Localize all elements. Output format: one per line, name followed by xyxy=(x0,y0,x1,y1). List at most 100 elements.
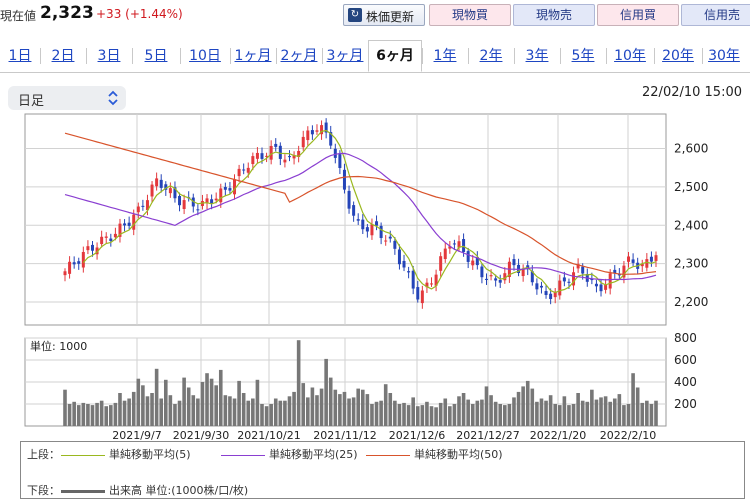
legend-volume-line xyxy=(61,489,105,493)
candle-body xyxy=(654,255,658,261)
period-tab-15[interactable]: 30年 xyxy=(708,48,740,64)
period-tab-11[interactable]: 3年 xyxy=(525,48,549,64)
period-tab-8[interactable]: 6ヶ月 xyxy=(368,40,422,72)
margin-buy-button[interactable]: 信用買 xyxy=(597,4,679,26)
period-tab-13[interactable]: 10年 xyxy=(614,48,646,64)
candle-body xyxy=(599,284,603,292)
candle-body xyxy=(617,274,621,276)
candle-body xyxy=(283,159,287,163)
volume-bar xyxy=(76,405,81,426)
volume-tick-label: 400 xyxy=(674,375,697,389)
period-tab-2[interactable]: 3日 xyxy=(97,48,121,64)
volume-bar xyxy=(484,386,489,426)
bar-type-value: 日足 xyxy=(18,94,45,109)
period-tab-5[interactable]: 1ヶ月 xyxy=(234,48,272,64)
volume-bar xyxy=(498,404,503,426)
volume-bar xyxy=(635,387,640,426)
candle-body xyxy=(448,246,452,249)
candle-body xyxy=(68,261,72,274)
bar-type-select[interactable]: 日足 xyxy=(8,86,126,110)
candle-body xyxy=(439,256,443,271)
volume-bar xyxy=(315,395,319,426)
period-tab-separator xyxy=(276,48,277,64)
sma25-line xyxy=(64,152,657,281)
update-price-button[interactable]: ↻ 株価更新 xyxy=(343,4,425,26)
volume-bar xyxy=(237,380,241,426)
period-tab-4[interactable]: 10日 xyxy=(189,48,221,64)
volume-bar xyxy=(356,388,361,426)
volume-bar xyxy=(415,406,420,426)
candle-body xyxy=(182,200,186,210)
volume-bar xyxy=(122,400,127,426)
candle-body xyxy=(503,273,507,281)
candle-body xyxy=(205,198,209,204)
current-price-value: 2,323 xyxy=(40,3,94,23)
volume-bar xyxy=(535,401,539,426)
candle-body xyxy=(255,152,259,159)
period-tab-6[interactable]: 2ヶ月 xyxy=(280,48,318,64)
period-tab-12[interactable]: 5年 xyxy=(571,48,595,64)
candle-body xyxy=(489,275,493,277)
candle-body xyxy=(90,244,94,251)
candle-body xyxy=(631,259,635,263)
period-tab-separator xyxy=(702,48,703,64)
candle-body xyxy=(86,246,90,251)
candle-body xyxy=(640,263,644,267)
candle-body xyxy=(512,259,516,266)
period-tab-separator xyxy=(654,48,655,64)
period-tab-7[interactable]: 3ヶ月 xyxy=(326,48,364,64)
volume-bar xyxy=(448,406,452,426)
volume-bar xyxy=(507,404,512,426)
period-tab-14[interactable]: 20年 xyxy=(662,48,694,64)
volume-bar xyxy=(104,406,109,426)
legend-sma5-line xyxy=(61,454,105,456)
volume-bar xyxy=(173,404,177,426)
spot-sell-button[interactable]: 現物売 xyxy=(513,4,595,26)
period-tab-0[interactable]: 1日 xyxy=(8,48,32,64)
volume-bar xyxy=(521,386,525,426)
volume-bar xyxy=(388,393,393,426)
candle-body xyxy=(608,273,612,289)
volume-bar xyxy=(177,400,182,426)
candle-body xyxy=(590,278,594,281)
update-price-label: 株価更新 xyxy=(366,10,415,24)
volume-bar xyxy=(622,405,626,426)
volume-bar xyxy=(228,396,232,426)
candle-body xyxy=(118,223,122,237)
candle-body xyxy=(544,291,548,295)
date-tick-label: 2022/2/10 xyxy=(600,429,656,440)
margin-sell-button[interactable]: 信用売 xyxy=(681,4,750,26)
volume-bar xyxy=(525,380,530,426)
volume-bar xyxy=(141,385,145,426)
date-tick-label: 2021/11/12 xyxy=(313,429,376,440)
legend-upper-label: 上段： xyxy=(27,448,60,461)
period-tab-1[interactable]: 2日 xyxy=(51,48,75,64)
candle-body xyxy=(219,188,223,203)
candle-body xyxy=(498,279,502,283)
price-tick-label: 2,200 xyxy=(674,295,708,309)
period-tab-3[interactable]: 5日 xyxy=(144,48,168,64)
candle-body xyxy=(549,293,553,300)
period-tab-9[interactable]: 1年 xyxy=(433,48,457,64)
price-header: 現在値 2,323 +33 (+1.44%) ↻ 株価更新 現物買 現物売 信用… xyxy=(0,0,750,32)
volume-bar xyxy=(370,404,374,426)
volume-chart: 800 600 400 200 2021/9/7 2021/9/30 2021/10/21 2… xyxy=(24,331,697,440)
spot-buy-button[interactable]: 現物買 xyxy=(429,4,511,26)
chevron-updown-icon xyxy=(108,90,118,106)
candle-body xyxy=(342,169,346,190)
candle-body xyxy=(434,274,438,286)
candle-body xyxy=(113,233,117,238)
volume-bar xyxy=(292,391,296,426)
period-tab-10[interactable]: 2年 xyxy=(479,48,503,64)
period-tab-separator xyxy=(606,48,607,64)
volume-bar xyxy=(649,404,654,426)
volume-bar xyxy=(379,400,383,426)
volume-bar xyxy=(393,400,397,426)
volume-bar xyxy=(232,398,237,426)
candle-body xyxy=(420,290,424,304)
volume-bar xyxy=(95,402,99,426)
volume-bar xyxy=(163,379,168,426)
candle-body xyxy=(104,236,108,238)
candle-body xyxy=(173,187,177,199)
volume-bar xyxy=(457,396,461,426)
